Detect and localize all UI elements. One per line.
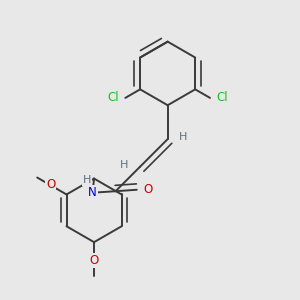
Text: Cl: Cl [217,92,228,104]
Text: O: O [143,183,152,196]
Text: Cl: Cl [107,92,119,104]
Text: O: O [46,178,55,191]
Text: O: O [89,254,99,267]
Text: H: H [83,175,92,185]
Text: N: N [88,186,97,199]
Text: H: H [120,160,128,170]
Text: H: H [179,132,187,142]
